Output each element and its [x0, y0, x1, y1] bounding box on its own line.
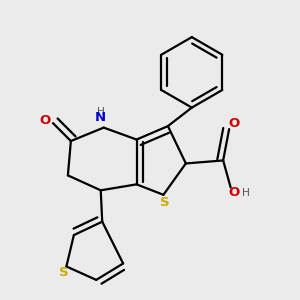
Text: O: O [228, 117, 239, 130]
Text: S: S [59, 266, 69, 279]
Text: H: H [97, 107, 105, 117]
Text: H: H [242, 188, 250, 198]
Text: O: O [228, 186, 239, 199]
Text: S: S [160, 196, 170, 209]
Text: N: N [95, 111, 106, 124]
Text: O: O [39, 114, 50, 127]
